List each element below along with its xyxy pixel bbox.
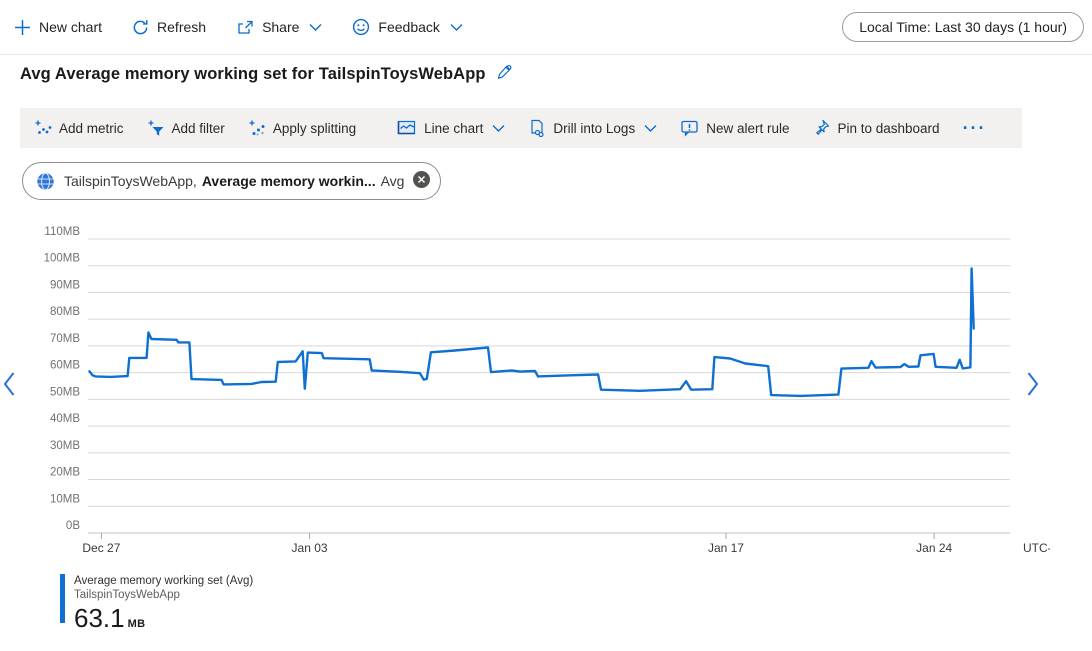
metric-pill[interactable]: TailspinToysWebApp, Average memory worki… <box>22 162 442 200</box>
svg-text:10MB: 10MB <box>50 493 80 505</box>
drill-logs-icon <box>528 119 546 137</box>
edit-title-button[interactable] <box>496 64 513 84</box>
scroll-left-button[interactable] <box>2 371 16 400</box>
metrics-line-chart[interactable]: 110MB 100MB 90MB 80MB 70MB 60MB 50MB 40MB 30MB 20… <box>0 225 1050 570</box>
chevron-down-icon <box>644 124 657 133</box>
new-chart-button[interactable]: New chart <box>14 19 102 36</box>
feedback-button[interactable]: Feedback <box>352 18 463 36</box>
legend-value-unit: MB <box>127 618 146 630</box>
chart-area[interactable]: 110MB 100MB 90MB 80MB 70MB 60MB 50MB 40MB 30MB 20… <box>0 225 1092 571</box>
svg-text:90MB: 90MB <box>50 279 80 291</box>
share-icon <box>236 19 254 36</box>
svg-text:60MB: 60MB <box>50 360 80 372</box>
svg-text:Dec 27: Dec 27 <box>82 541 120 555</box>
chart-type-label: Line chart <box>424 120 484 136</box>
plus-icon <box>14 19 31 36</box>
chevron-down-icon <box>309 23 322 32</box>
new-alert-rule-label: New alert rule <box>706 120 790 136</box>
alert-icon <box>680 119 699 137</box>
chart-type-button[interactable]: Line chart <box>395 119 505 137</box>
more-commands-button[interactable]: ··· <box>962 118 987 138</box>
pin-to-dashboard-label: Pin to dashboard <box>837 120 940 136</box>
metric-pill-aggregation: Avg <box>380 173 405 189</box>
close-circle-icon <box>412 170 431 192</box>
chevron-left-icon <box>2 372 16 400</box>
toolbar-divider <box>0 54 1092 55</box>
svg-text:30MB: 30MB <box>50 440 80 452</box>
drill-into-logs-label: Drill into Logs <box>553 120 636 136</box>
metric-pill-row: TailspinToysWebApp, Average memory worki… <box>22 162 442 200</box>
page-title: Avg Average memory working set for Tails… <box>20 64 486 83</box>
remove-metric-button[interactable] <box>412 170 431 192</box>
metric-pill-metric: Average memory workin... <box>201 173 376 189</box>
time-range-button[interactable]: Local Time: Last 30 days (1 hour) <box>842 12 1084 42</box>
svg-text:40MB: 40MB <box>50 413 80 425</box>
scroll-right-button[interactable] <box>1026 371 1040 400</box>
chevron-right-icon <box>1026 372 1040 400</box>
refresh-label: Refresh <box>157 19 207 35</box>
feedback-label: Feedback <box>378 19 440 35</box>
add-metric-button[interactable]: Add metric <box>34 119 124 137</box>
chevron-down-icon <box>492 124 505 133</box>
legend-metric-name: Average memory working set (Avg) <box>74 575 254 587</box>
svg-text:70MB: 70MB <box>50 333 80 345</box>
svg-text:110MB: 110MB <box>44 226 80 238</box>
new-alert-rule-button[interactable]: New alert rule <box>680 119 789 137</box>
top-toolbar: New chart Refresh Share Feedback Local T… <box>0 0 1092 54</box>
legend-value: 63.1 MB <box>74 604 253 632</box>
share-button[interactable]: Share <box>236 19 322 36</box>
pin-icon <box>812 119 830 137</box>
svg-text:80MB: 80MB <box>50 306 80 318</box>
svg-text:20MB: 20MB <box>50 467 80 479</box>
line-chart-icon <box>395 119 417 137</box>
svg-text:100MB: 100MB <box>44 253 81 265</box>
globe-icon <box>35 171 56 192</box>
title-row: Avg Average memory working set for Tails… <box>20 64 513 84</box>
legend-resource-name: TailspinToysWebApp <box>74 589 180 601</box>
refresh-icon <box>132 19 149 36</box>
drill-into-logs-button[interactable]: Drill into Logs <box>528 119 657 137</box>
svg-text:UTC-08:00: UTC-08:00 <box>1023 541 1050 555</box>
svg-text:0B: 0B <box>66 520 80 532</box>
svg-text:Jan 17: Jan 17 <box>708 541 744 555</box>
legend-item[interactable]: Average memory working set (Avg) Tailspi… <box>60 574 253 632</box>
add-filter-label: Add filter <box>171 120 225 136</box>
smiley-icon <box>352 18 370 36</box>
apply-splitting-icon <box>248 119 266 137</box>
add-metric-icon <box>34 119 52 137</box>
chevron-down-icon <box>450 23 463 32</box>
pencil-icon <box>496 64 513 84</box>
legend-value-number: 63.1 <box>74 603 125 633</box>
svg-text:Jan 24: Jan 24 <box>916 541 952 555</box>
svg-text:50MB: 50MB <box>50 386 80 398</box>
add-metric-label: Add metric <box>59 120 124 136</box>
metric-pill-resource: TailspinToysWebApp, <box>64 173 197 189</box>
chart-toolbar: Add metric Add filter Apply splitting Li… <box>20 108 1022 148</box>
new-chart-label: New chart <box>39 19 103 35</box>
top-toolbar-actions: New chart Refresh Share Feedback <box>14 18 463 36</box>
share-label: Share <box>262 19 300 35</box>
pin-to-dashboard-button[interactable]: Pin to dashboard <box>812 119 940 137</box>
apply-splitting-button[interactable]: Apply splitting <box>248 119 356 137</box>
legend-color-bar <box>60 574 65 623</box>
apply-splitting-label: Apply splitting <box>272 120 357 136</box>
refresh-button[interactable]: Refresh <box>132 19 206 36</box>
add-filter-icon <box>147 119 165 137</box>
add-filter-button[interactable]: Add filter <box>147 119 225 137</box>
legend-texts: Average memory working set (Avg) Tailspi… <box>74 574 253 632</box>
svg-text:Jan 03: Jan 03 <box>292 541 328 555</box>
